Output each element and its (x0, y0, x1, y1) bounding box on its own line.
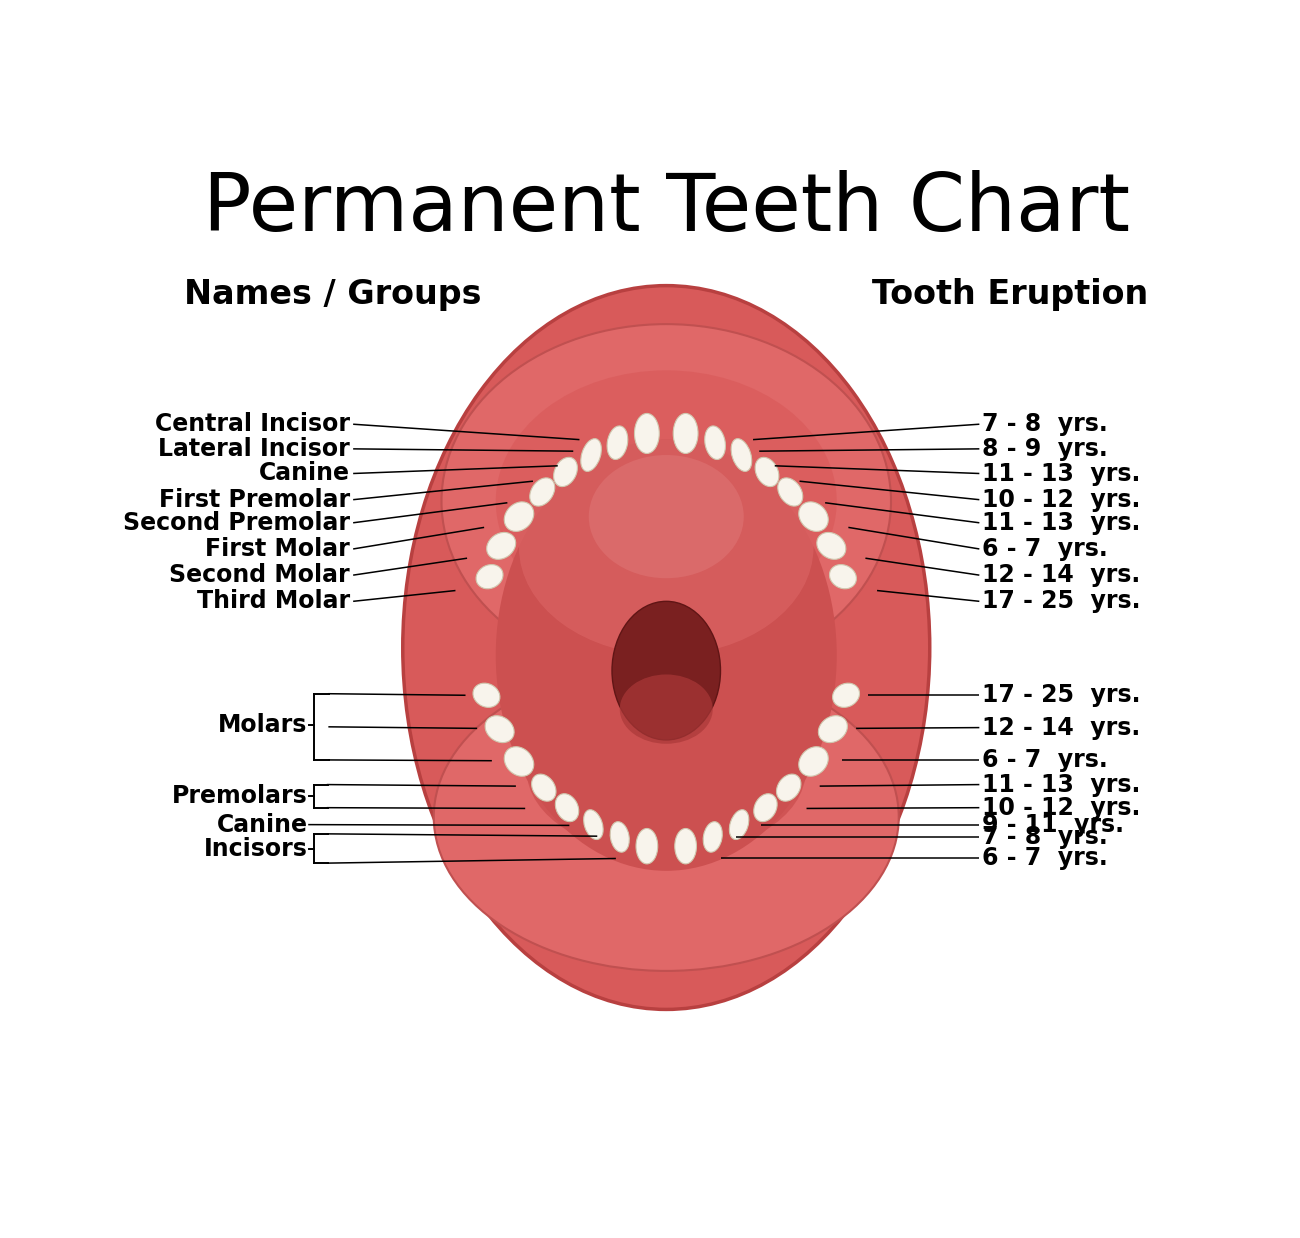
Text: 17 - 25  yrs.: 17 - 25 yrs. (983, 589, 1141, 613)
Text: Canine: Canine (259, 462, 350, 485)
Text: 17 - 25  yrs.: 17 - 25 yrs. (983, 683, 1141, 707)
Ellipse shape (703, 822, 723, 852)
Text: 6 - 7  yrs.: 6 - 7 yrs. (983, 748, 1108, 773)
Ellipse shape (754, 794, 777, 822)
Ellipse shape (620, 675, 712, 744)
Ellipse shape (584, 810, 603, 839)
Ellipse shape (798, 501, 828, 531)
Text: 11 - 13  yrs.: 11 - 13 yrs. (983, 462, 1141, 485)
Ellipse shape (473, 683, 500, 707)
Ellipse shape (403, 286, 930, 1009)
Ellipse shape (555, 794, 578, 822)
Ellipse shape (442, 324, 891, 678)
Ellipse shape (610, 822, 629, 852)
Text: Canine: Canine (216, 812, 307, 837)
Text: Second Premolar: Second Premolar (124, 511, 350, 535)
Ellipse shape (776, 774, 801, 801)
Ellipse shape (673, 413, 698, 453)
Text: 11 - 13  yrs.: 11 - 13 yrs. (983, 511, 1141, 535)
Ellipse shape (532, 774, 556, 801)
Text: 10 - 12  yrs.: 10 - 12 yrs. (983, 796, 1141, 820)
Text: 12 - 14  yrs.: 12 - 14 yrs. (983, 716, 1140, 739)
Ellipse shape (798, 747, 828, 776)
Text: Permanent Teeth Chart: Permanent Teeth Chart (203, 170, 1130, 248)
Ellipse shape (607, 426, 628, 459)
Text: First Molar: First Molar (205, 537, 350, 561)
Text: 6 - 7  yrs.: 6 - 7 yrs. (983, 847, 1108, 870)
Text: Incisors: Incisors (204, 837, 307, 862)
Ellipse shape (476, 565, 503, 589)
Ellipse shape (504, 501, 534, 531)
Text: First Premolar: First Premolar (159, 488, 350, 511)
Text: 7 - 8  yrs.: 7 - 8 yrs. (983, 825, 1108, 849)
Ellipse shape (542, 516, 697, 609)
Ellipse shape (755, 457, 779, 487)
Ellipse shape (636, 828, 658, 864)
Ellipse shape (485, 716, 514, 743)
Ellipse shape (554, 457, 577, 487)
Text: Premolars: Premolars (172, 784, 307, 808)
Text: 8 - 9  yrs.: 8 - 9 yrs. (983, 437, 1108, 461)
Text: Molars: Molars (218, 713, 307, 737)
Ellipse shape (612, 602, 720, 740)
Ellipse shape (486, 532, 516, 560)
Ellipse shape (819, 716, 848, 743)
Text: 7 - 8  yrs.: 7 - 8 yrs. (983, 412, 1108, 436)
Ellipse shape (504, 747, 534, 776)
Ellipse shape (832, 683, 859, 707)
Ellipse shape (519, 439, 814, 655)
Ellipse shape (495, 370, 837, 633)
Ellipse shape (729, 810, 749, 839)
Ellipse shape (526, 686, 806, 855)
Ellipse shape (731, 438, 751, 472)
Text: Tooth Eruption: Tooth Eruption (872, 277, 1148, 311)
Ellipse shape (829, 565, 857, 589)
Ellipse shape (495, 439, 837, 870)
Ellipse shape (530, 478, 555, 506)
Ellipse shape (675, 828, 697, 864)
Ellipse shape (816, 532, 846, 560)
Text: 9 - 11  yrs.: 9 - 11 yrs. (983, 812, 1124, 837)
Ellipse shape (589, 456, 744, 578)
Text: 6 - 7  yrs.: 6 - 7 yrs. (983, 537, 1108, 561)
Ellipse shape (581, 438, 602, 472)
Text: 12 - 14  yrs.: 12 - 14 yrs. (983, 563, 1140, 587)
Text: Names / Groups: Names / Groups (185, 277, 482, 311)
Ellipse shape (777, 478, 802, 506)
Text: Third Molar: Third Molar (196, 589, 350, 613)
Text: 10 - 12  yrs.: 10 - 12 yrs. (983, 488, 1141, 511)
Text: 11 - 13  yrs.: 11 - 13 yrs. (983, 773, 1141, 796)
Text: Central Incisor: Central Incisor (155, 412, 350, 436)
Text: Lateral Incisor: Lateral Incisor (159, 437, 350, 461)
Ellipse shape (434, 662, 898, 971)
Ellipse shape (705, 426, 725, 459)
Text: Second Molar: Second Molar (169, 563, 350, 587)
Ellipse shape (634, 413, 659, 453)
